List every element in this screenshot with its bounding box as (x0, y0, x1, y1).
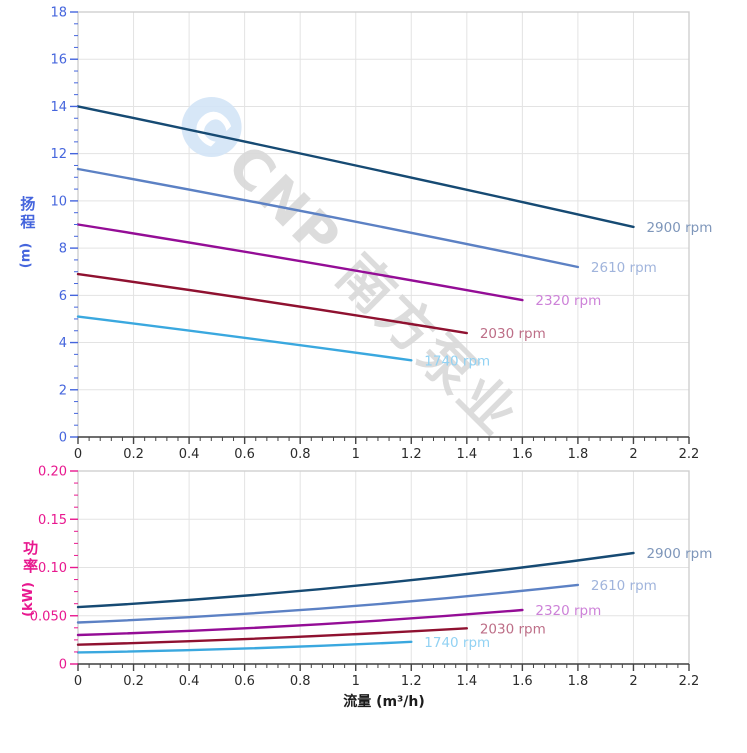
head-y-tick-label: 0 (59, 431, 67, 446)
power-y-tick-label: 0.15 (38, 513, 67, 528)
power-x-tick-label: 2.2 (679, 674, 700, 689)
power-x-tick-label: 1.4 (456, 674, 477, 689)
head-x-tick-label: 0 (74, 447, 82, 462)
power-axis-title: 功率 (kW) (12, 540, 47, 617)
head-x-tick-label: 0.6 (234, 447, 255, 462)
power-x-tick-label: 1.6 (512, 674, 533, 689)
head-curve-label-2610-rpm: 2610 rpm (591, 260, 657, 276)
head-curve-2320-rpm (76, 223, 524, 302)
power-curve-2030-rpm (76, 627, 468, 646)
power-curve-1740-rpm (76, 640, 413, 654)
head-axis-unit: (m) (18, 242, 34, 269)
head-curve-label-2320-rpm: 2320 rpm (535, 293, 601, 309)
power-curve-2610-rpm (76, 583, 580, 624)
head-x-tick-label: 0.8 (290, 447, 311, 462)
power-curve-label-2610-rpm: 2610 rpm (591, 578, 657, 594)
power-y-tick-label: 0.10 (38, 561, 67, 576)
head-axis-title: 扬程 (m) (14, 196, 39, 268)
head-y-tick-label: 2 (59, 383, 67, 398)
power-y-tick-label: 0.050 (30, 609, 67, 624)
head-x-tick-label: 1.6 (512, 447, 533, 462)
head-curve-1740-rpm (76, 315, 413, 362)
head-x-tick-label: 2.2 (679, 447, 700, 462)
head-curve-2610-rpm (76, 167, 580, 269)
power-x-tick-label: 0.8 (290, 674, 311, 689)
head-x-tick-label: 0.4 (179, 447, 200, 462)
power-y-tick-label: 0 (59, 658, 67, 673)
head-y-tick-label: 14 (50, 100, 67, 115)
head-y-tick-label: 16 (50, 53, 67, 68)
head-x-tick-label: 1.4 (456, 447, 477, 462)
head-y-tick-label: 10 (50, 194, 67, 209)
power-axis-title-text: 功率 (21, 540, 40, 576)
watermark-brand-text: CNP 南方泵业 (215, 133, 531, 449)
power-x-tick-label: 1.8 (568, 674, 589, 689)
head-y-tick-label: 12 (50, 147, 67, 162)
power-curve-2320-rpm (76, 608, 524, 637)
power-curve-label-2900-rpm: 2900 rpm (646, 546, 712, 562)
axes-layer: 0 0.2 0.4 0.6 0.8 1 1.2 1.4 1.6 1.8 2 2.20246810121… (30, 6, 700, 690)
power-x-tick-label: 0 (74, 674, 82, 689)
flow-axis-title: 流量 (m³/h) (343, 694, 425, 710)
power-curve-label-2320-rpm: 2320 rpm (535, 603, 601, 619)
head-x-tick-label: 1 (352, 447, 360, 462)
head-plot-border (77, 11, 690, 438)
power-curve-label-1740-rpm: 1740 rpm (424, 635, 490, 651)
head-x-tick-label: 1.2 (401, 447, 422, 462)
head-x-tick-label: 1.8 (568, 447, 589, 462)
power-y-tick-label: 0.20 (38, 465, 67, 480)
head-curve-label-2900-rpm: 2900 rpm (646, 220, 712, 236)
head-curve-label-2030-rpm: 2030 rpm (480, 326, 546, 342)
power-curve-2900-rpm (76, 551, 635, 609)
power-x-tick-label: 0.2 (123, 674, 144, 689)
power-axis-unit: (kW) (20, 582, 36, 617)
head-y-tick-label: 18 (50, 6, 67, 21)
head-curve-label-1740-rpm: 1740 rpm (424, 353, 490, 369)
head-axis-title-text: 扬程 (18, 196, 37, 232)
power-x-tick-label: 2 (629, 674, 637, 689)
head-curve-2900-rpm (76, 105, 635, 229)
head-y-tick-label: 4 (59, 336, 67, 351)
power-x-tick-label: 0.4 (179, 674, 200, 689)
power-x-tick-label: 1.2 (401, 674, 422, 689)
power-x-tick-label: 1 (352, 674, 360, 689)
head-y-tick-label: 8 (59, 242, 67, 257)
power-curve-label-2030-rpm: 2030 rpm (480, 621, 546, 637)
grid-layer (77, 11, 690, 665)
head-x-tick-label: 2 (629, 447, 637, 462)
power-x-tick-label: 0.6 (234, 674, 255, 689)
cnp-logo-icon (181, 97, 242, 158)
head-x-tick-label: 0.2 (123, 447, 144, 462)
head-curve-2030-rpm (76, 272, 468, 335)
head-y-tick-label: 6 (59, 289, 67, 304)
